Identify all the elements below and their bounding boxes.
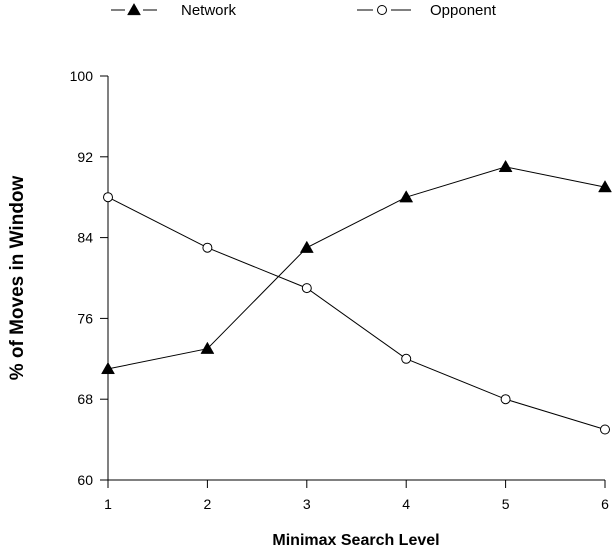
axes: 60 68 76 84 92 100 1 2 3 4 5 6 <box>70 68 609 512</box>
series-network <box>101 159 612 375</box>
x-tick-label-6: 6 <box>601 496 609 512</box>
data-point-opponent-3 <box>301 283 312 294</box>
legend: Network Opponent <box>111 2 497 19</box>
x-tick-label-5: 5 <box>502 496 510 512</box>
data-point-network-2 <box>200 341 215 354</box>
data-point-opponent-2 <box>202 242 213 253</box>
legend-network-label: Network <box>181 2 237 19</box>
data-point-opponent-4 <box>401 353 412 364</box>
legend-item-network: Network <box>111 2 237 19</box>
x-axis-title: Minimax Search Level <box>272 532 439 549</box>
x-tick-label-4: 4 <box>402 496 410 512</box>
data-point-network-4 <box>399 190 414 203</box>
series-opponent <box>103 192 610 435</box>
y-tick-label-68: 68 <box>77 391 93 407</box>
series-network-line <box>107 166 606 370</box>
legend-network-marker <box>127 2 141 16</box>
y-axis-ticks: 60 68 76 84 92 100 <box>70 68 108 488</box>
y-axis-title: % of Moves in Window <box>7 175 28 380</box>
y-tick-label-60: 60 <box>77 472 93 488</box>
series-layer <box>101 159 612 435</box>
data-point-network-1 <box>101 361 115 375</box>
y-tick-label-100: 100 <box>70 68 94 84</box>
data-point-opponent-5 <box>500 394 511 405</box>
x-tick-label-3: 3 <box>303 496 311 512</box>
data-point-opponent-6 <box>600 424 610 435</box>
x-axis-ticks: 1 2 3 4 5 6 <box>104 480 609 512</box>
legend-opponent-label: Opponent <box>430 2 497 19</box>
legend-opponent-marker <box>377 5 387 15</box>
data-point-network-3 <box>299 240 314 253</box>
y-tick-label-76: 76 <box>77 310 93 326</box>
x-tick-label-2: 2 <box>204 496 212 512</box>
y-tick-label-92: 92 <box>77 149 93 165</box>
y-tick-label-84: 84 <box>77 230 93 246</box>
series-opponent-line <box>107 196 606 430</box>
data-point-network-6 <box>598 180 612 193</box>
data-point-network-5 <box>498 159 513 173</box>
legend-item-opponent: Opponent <box>357 2 497 19</box>
data-point-opponent-1 <box>103 192 113 203</box>
x-tick-label-1: 1 <box>104 496 112 512</box>
